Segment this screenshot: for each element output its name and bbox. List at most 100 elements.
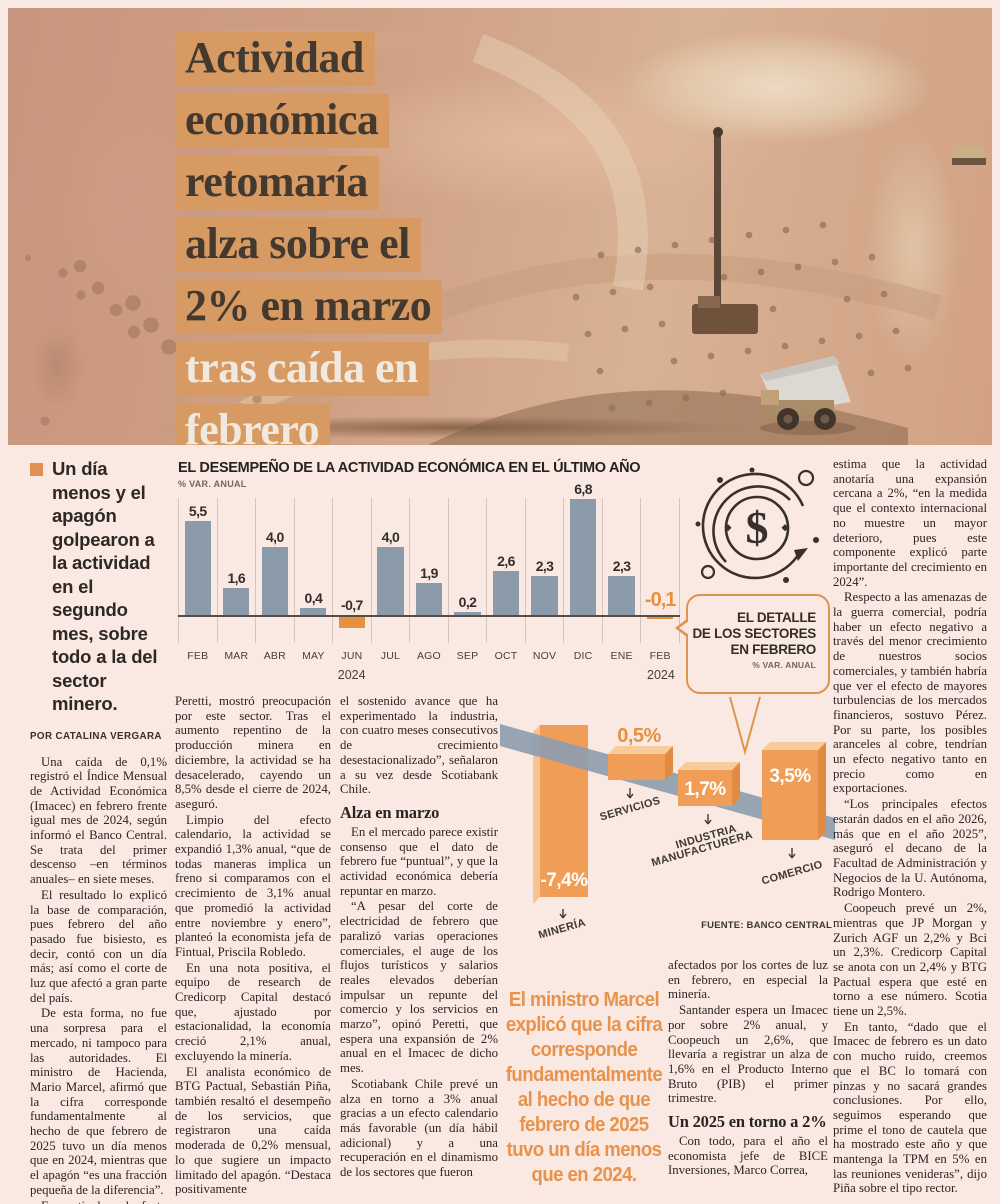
left-sidebar: Un día menos y el apagón golpearon a la … bbox=[30, 457, 167, 1204]
headline-line: retomaría bbox=[176, 156, 379, 210]
headline-line: económica bbox=[176, 94, 390, 148]
chart-column: 0,4 MAY bbox=[293, 498, 333, 662]
paragraph: estima que la actividad anotaría una exp… bbox=[833, 457, 987, 589]
imacec-plot: 2024 2024 5,5 FEB 1,6 MAR 4,0 ABR 0,4 MAY -0,7 JU… bbox=[178, 481, 680, 690]
bar bbox=[184, 521, 211, 615]
bubble-line: DE LOS SECTORES bbox=[692, 626, 816, 641]
paragraph: “A pesar del corte de electricidad de fe… bbox=[340, 899, 498, 1076]
chart-column: 1,9 AGO bbox=[409, 498, 448, 662]
chart-subtitle: % VAR. ANUAL bbox=[178, 479, 247, 489]
bar-value: 2,3 bbox=[612, 558, 631, 574]
bar-value: 4,0 bbox=[265, 529, 284, 545]
bar-value: 5,5 bbox=[188, 503, 207, 519]
chart-column: 6,8 DIC bbox=[563, 481, 602, 662]
month-label: DIC bbox=[573, 650, 593, 662]
paragraph: afectados por los cortes de luz en febre… bbox=[668, 958, 828, 1002]
headline-line: 2% en marzo bbox=[176, 280, 443, 334]
paragraph: Limpio del efecto calendario, la activid… bbox=[175, 812, 331, 959]
paragraph: Peretti, mostró preocupación por este se… bbox=[175, 694, 331, 811]
article-lead: Un día menos y el apagón golpearon a la … bbox=[30, 457, 167, 716]
headline-line: alza sobre el bbox=[176, 218, 421, 272]
sector-band bbox=[500, 724, 835, 840]
chart-column: -0,7 JUN bbox=[332, 498, 371, 662]
paragraph: En una nota positiva, el equipo de resea… bbox=[175, 960, 331, 1063]
bar bbox=[223, 588, 250, 615]
bar bbox=[647, 616, 674, 619]
value-industria: 1,7% bbox=[684, 779, 726, 800]
paragraph: Santander espera un Imacec por sobre 2% … bbox=[668, 1003, 828, 1106]
bubble-line: EN FEBRERO bbox=[730, 642, 816, 657]
bubble-line: EL DETALLE bbox=[736, 610, 816, 625]
bar-industria bbox=[678, 762, 740, 806]
drill-rig bbox=[692, 127, 758, 334]
month-label: FEB bbox=[649, 650, 671, 662]
bar bbox=[569, 499, 597, 615]
paragraph: Respecto a las amenazas de la guerra com… bbox=[833, 590, 987, 796]
subheading: Un 2025 en torno a 2% bbox=[668, 1112, 827, 1132]
sector-detail-chart: -7,4% 0,5% 1,7% 3,5% MINERÍA SERVICIOS I… bbox=[500, 690, 835, 943]
month-label: MAR bbox=[224, 650, 249, 662]
month-label: JUL bbox=[380, 650, 401, 662]
bar-value: 6,8 bbox=[574, 481, 592, 497]
bar bbox=[608, 576, 635, 615]
paragraph: Scotiabank Chile prevé un alza en torno … bbox=[340, 1076, 498, 1180]
dollar-circulation-icon: $ bbox=[690, 466, 824, 597]
bar-value: 1,6 bbox=[227, 570, 246, 586]
article-column-1: Una caída de 0,1% registró el Índice Men… bbox=[30, 755, 167, 1204]
bar bbox=[415, 583, 443, 615]
bar-value: 0,2 bbox=[458, 594, 477, 610]
bar-value: 1,9 bbox=[420, 565, 438, 581]
lead-text: Un día menos y el apagón golpearon a la … bbox=[52, 458, 158, 714]
article-column-5: estima que la actividad anotaría una exp… bbox=[833, 457, 987, 1204]
paragraph: En particular, el efecto calendario tuvo… bbox=[30, 1199, 167, 1204]
headline-line: Actividad bbox=[176, 32, 375, 86]
bar-value: -0,1 bbox=[644, 589, 676, 611]
paragraph: En el mercado parece existir consenso qu… bbox=[340, 824, 498, 898]
year-label-left: 2024 bbox=[337, 668, 366, 682]
label-comercio: COMERCIO bbox=[760, 859, 824, 888]
subheading: Alza en marzo bbox=[340, 802, 440, 822]
month-label: MAY bbox=[302, 650, 325, 662]
bar bbox=[261, 547, 288, 615]
sector-callout-bubble: EL DETALLE DE LOS SECTORES EN FEBRERO % … bbox=[675, 594, 830, 694]
value-servicios: 0,5% bbox=[617, 725, 661, 747]
chart-title: EL DESEMPEÑO DE LA ACTIVIDAD ECONÓMICA E… bbox=[178, 460, 641, 476]
value-mineria: -7,4% bbox=[540, 870, 588, 891]
bar bbox=[454, 612, 481, 615]
imacec-bar-chart: EL DESEMPEÑO DE LA ACTIVIDAD ECONÓMICA E… bbox=[178, 460, 680, 690]
chart-column: 1,6 MAR bbox=[216, 498, 256, 662]
x-axis-line bbox=[178, 615, 680, 617]
year-label-right: 2024 bbox=[647, 668, 675, 682]
month-label: SEP bbox=[456, 650, 479, 662]
bar-servicios bbox=[608, 746, 673, 780]
small-truck bbox=[952, 146, 986, 165]
paragraph: el sostenido avance que ha experimentado… bbox=[340, 694, 498, 797]
haul-truck bbox=[760, 356, 856, 435]
month-label: JUN bbox=[341, 650, 363, 662]
chart-column: 4,0 JUL bbox=[370, 498, 410, 662]
month-label: FEB bbox=[187, 650, 209, 662]
bar-value: 2,6 bbox=[497, 553, 515, 569]
mine-photo-details bbox=[25, 34, 986, 445]
bar bbox=[338, 616, 366, 628]
month-label: ENE bbox=[610, 650, 633, 662]
headline-line: febrero bbox=[176, 404, 331, 445]
bar-value: 2,3 bbox=[535, 558, 554, 574]
article-column-4: afectados por los cortes de luz en febre… bbox=[668, 958, 828, 1204]
headline-line: tras caída en bbox=[176, 342, 430, 396]
month-label: ABR bbox=[263, 650, 286, 662]
chart-column: 2,3 NOV bbox=[524, 498, 564, 662]
bar bbox=[300, 608, 327, 615]
chart-column: 2,3 ENE bbox=[601, 498, 641, 662]
article-column-3: el sostenido avance que ha experimentado… bbox=[340, 694, 498, 1204]
month-label: AGO bbox=[416, 650, 441, 662]
byline: POR CATALINA VERGARA bbox=[30, 730, 162, 742]
bar-value: 4,0 bbox=[381, 529, 400, 545]
month-label: NOV bbox=[532, 650, 557, 662]
label-mineria: MINERÍA bbox=[537, 916, 587, 938]
pull-quote: El ministro Marcel explicó que la cifra … bbox=[505, 989, 663, 1186]
chart-source: FUENTE: BANCO CENTRAL bbox=[701, 920, 832, 931]
value-comercio: 3,5% bbox=[769, 766, 811, 787]
label-arrows bbox=[559, 788, 796, 919]
